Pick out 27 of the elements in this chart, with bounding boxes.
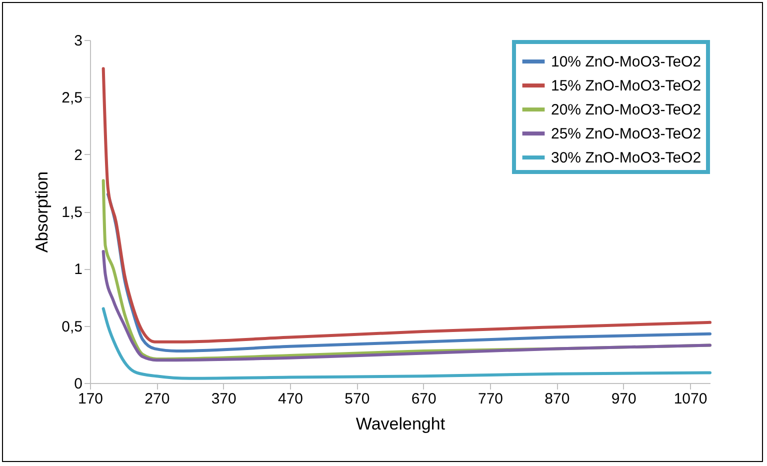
y-tick-label: 0 <box>74 376 82 392</box>
x-tick-label: 570 <box>344 390 370 408</box>
x-tick-label: 1070 <box>674 390 708 408</box>
line-series <box>102 250 712 362</box>
y-axis-title: Absorption <box>32 171 52 253</box>
x-axis-title: Wavelenght <box>356 414 446 434</box>
y-tick-label: 1,5 <box>62 204 82 221</box>
line-series <box>102 67 712 344</box>
x-tick-label: 370 <box>211 390 236 408</box>
legend-label: 25% ZnO-MoO3-TeO2 <box>551 126 702 142</box>
legend-label: 20% ZnO-MoO3-TeO2 <box>551 102 702 118</box>
x-tick-label: 470 <box>278 390 304 408</box>
x-tick-label: 670 <box>411 390 436 408</box>
x-tick-label: 170 <box>78 390 104 408</box>
y-tick-label: 2,5 <box>62 90 82 107</box>
y-tick-label: 1 <box>74 261 82 278</box>
x-tick-label: 270 <box>144 390 170 408</box>
legend-label: 30% ZnO-MoO3-TeO2 <box>551 150 702 166</box>
y-tick-label: 0,5 <box>62 318 82 336</box>
x-tick-label: 970 <box>611 390 636 408</box>
y-tick-label: 2 <box>74 146 82 164</box>
legend-label: 10% ZnO-MoO3-TeO2 <box>551 54 702 70</box>
line-series <box>102 307 712 380</box>
legend-label: 15% ZnO-MoO3-TeO2 <box>551 78 702 94</box>
y-tick-label: 3 <box>74 32 82 50</box>
x-tick-label: 770 <box>478 390 504 408</box>
x-tick-label: 870 <box>544 390 570 408</box>
